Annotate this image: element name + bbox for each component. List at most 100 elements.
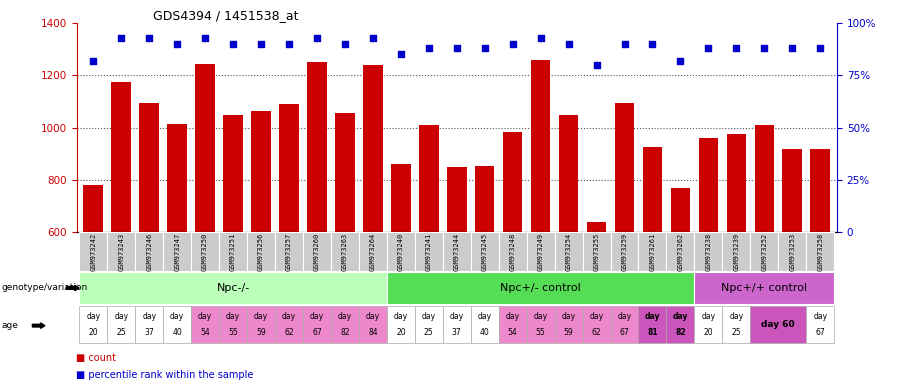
Text: day: day	[590, 311, 604, 321]
Text: GDS4394 / 1451538_at: GDS4394 / 1451538_at	[153, 9, 298, 22]
Bar	[359, 232, 387, 271]
Bar	[554, 232, 582, 271]
Bar	[219, 306, 248, 343]
Bar	[695, 232, 723, 271]
Point	[310, 35, 324, 41]
Bar	[387, 273, 695, 303]
Point	[478, 45, 492, 51]
Bar	[499, 232, 526, 271]
Bar	[303, 306, 331, 343]
Text: day: day	[226, 311, 240, 321]
Point	[506, 41, 520, 47]
Bar	[335, 113, 355, 232]
Bar	[84, 185, 104, 232]
Text: GSM973238: GSM973238	[706, 232, 711, 271]
Point	[338, 41, 352, 47]
Text: GSM973244: GSM973244	[454, 232, 460, 271]
Bar	[275, 306, 303, 343]
Bar	[248, 232, 275, 271]
Text: day: day	[365, 311, 380, 321]
Text: 67: 67	[312, 328, 322, 338]
Point	[813, 45, 827, 51]
Text: 59: 59	[256, 328, 266, 338]
Bar	[331, 232, 359, 271]
Bar	[248, 306, 275, 343]
Text: day: day	[310, 311, 324, 321]
Text: 40: 40	[480, 328, 490, 338]
Bar	[167, 124, 187, 232]
Bar	[107, 306, 135, 343]
Text: day: day	[394, 311, 408, 321]
Text: genotype/variation: genotype/variation	[2, 283, 88, 293]
Text: GSM973256: GSM973256	[258, 232, 264, 271]
Bar	[79, 306, 107, 343]
Bar	[582, 306, 610, 343]
Text: 20: 20	[396, 328, 406, 338]
Bar	[387, 306, 415, 343]
Text: GSM973263: GSM973263	[342, 232, 348, 271]
Text: 62: 62	[591, 328, 601, 338]
Bar	[135, 306, 163, 343]
Text: GSM973239: GSM973239	[734, 232, 739, 271]
Point	[617, 41, 632, 47]
Point	[114, 35, 129, 41]
Bar	[531, 60, 551, 232]
Text: GSM973250: GSM973250	[202, 232, 208, 271]
Bar	[363, 65, 382, 232]
Bar	[754, 125, 774, 232]
Point	[449, 45, 464, 51]
Text: Npc+/+ control: Npc+/+ control	[721, 283, 807, 293]
Bar	[447, 167, 466, 232]
Bar	[219, 232, 248, 271]
Bar	[499, 306, 526, 343]
Bar	[666, 306, 695, 343]
Bar	[223, 115, 243, 232]
Text: 37: 37	[144, 328, 154, 338]
Text: GSM973247: GSM973247	[175, 232, 180, 271]
Text: day: day	[142, 311, 157, 321]
Text: day: day	[338, 311, 352, 321]
Bar	[806, 232, 834, 271]
Bar	[587, 222, 607, 232]
Bar	[698, 138, 718, 232]
Bar	[475, 166, 494, 232]
Point	[142, 35, 157, 41]
Bar	[806, 306, 834, 343]
Text: day: day	[422, 311, 436, 321]
Text: day: day	[478, 311, 491, 321]
Point	[701, 45, 716, 51]
Bar	[526, 232, 554, 271]
Bar	[810, 149, 830, 232]
Text: day: day	[644, 311, 661, 321]
Point	[421, 45, 436, 51]
Text: GSM973242: GSM973242	[90, 232, 96, 271]
Bar	[643, 147, 662, 232]
Text: 54: 54	[200, 328, 210, 338]
Bar	[140, 103, 159, 232]
Text: 20: 20	[88, 328, 98, 338]
Bar	[782, 149, 802, 232]
Bar	[79, 273, 387, 303]
Point	[590, 62, 604, 68]
Bar	[359, 306, 387, 343]
Bar	[135, 232, 163, 271]
Text: 62: 62	[284, 328, 293, 338]
Text: ■ percentile rank within the sample: ■ percentile rank within the sample	[76, 370, 254, 380]
Bar	[638, 232, 666, 271]
Point	[673, 58, 688, 64]
Bar	[331, 306, 359, 343]
Bar	[723, 232, 751, 271]
Text: 37: 37	[452, 328, 462, 338]
Point	[393, 51, 408, 58]
Text: day: day	[114, 311, 129, 321]
Text: GSM973252: GSM973252	[761, 232, 768, 271]
Text: 81: 81	[647, 328, 658, 338]
Text: day: day	[450, 311, 464, 321]
Text: GSM973254: GSM973254	[565, 232, 572, 271]
Text: Npc+/- control: Npc+/- control	[500, 283, 581, 293]
Bar	[723, 306, 751, 343]
Text: 67: 67	[619, 328, 629, 338]
Bar	[695, 306, 723, 343]
Bar	[163, 232, 191, 271]
Bar	[615, 103, 634, 232]
